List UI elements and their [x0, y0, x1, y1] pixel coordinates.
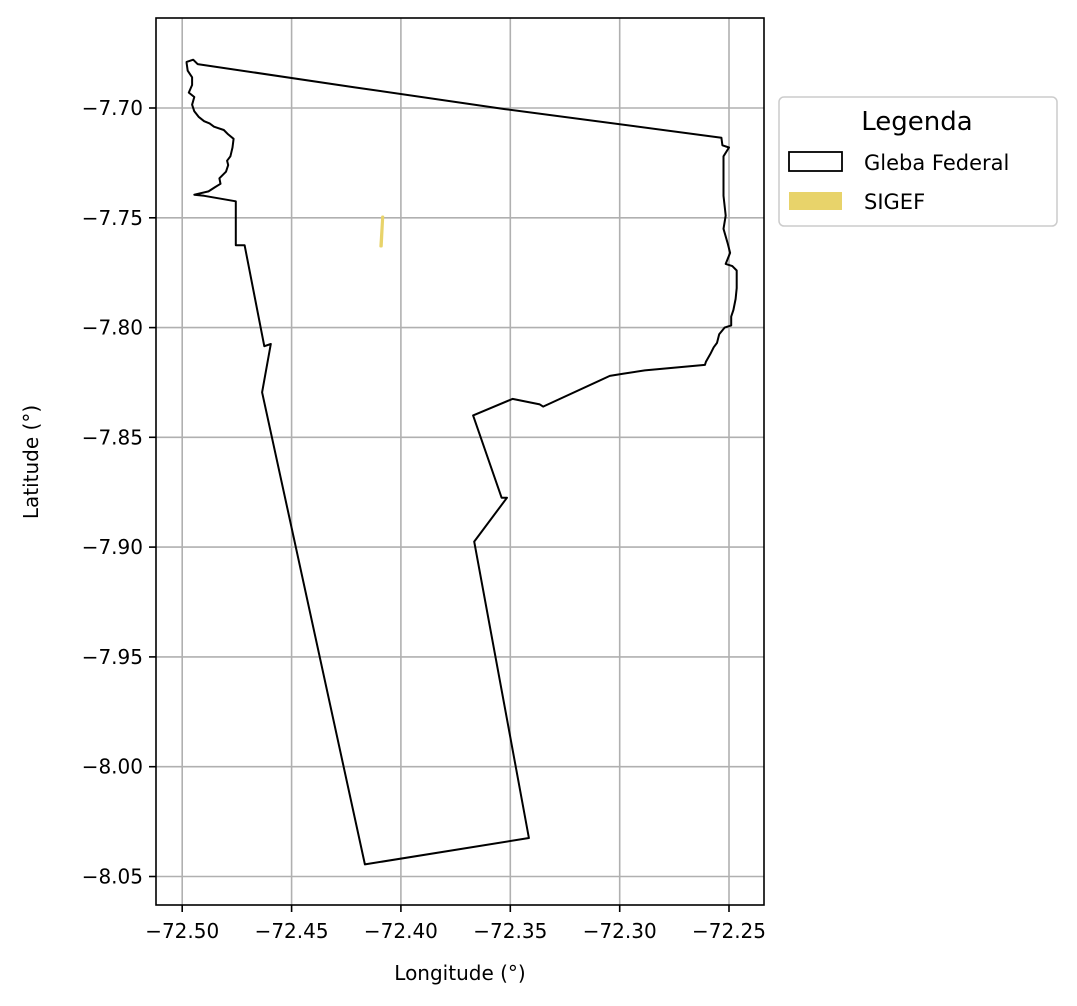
map-polygon-sigef	[379, 215, 385, 248]
ticks: −72.50 −72.45 −72.40 −72.35 −72.30 −72.25 −7.7…	[82, 96, 766, 943]
legend-box	[778, 96, 1058, 227]
legend-label-gleba-federal: Gleba Federal	[864, 151, 1009, 175]
legend-swatch-sigef	[789, 192, 842, 210]
grid	[156, 18, 764, 905]
y-tick-label: −7.80	[82, 316, 143, 340]
x-tick-label: −72.45	[255, 919, 329, 943]
plot-area	[156, 18, 764, 905]
y-tick-label: −8.05	[82, 865, 143, 889]
legend-title: Legenda	[861, 107, 972, 137]
x-axis-label: Longitude (°)	[394, 961, 525, 985]
legend-swatch-gleba-federal	[788, 151, 843, 172]
y-tick-label: −7.70	[82, 96, 143, 120]
x-tick-label: −72.40	[364, 919, 438, 943]
y-tick-label: −7.90	[82, 535, 143, 559]
y-tick-label: −8.00	[82, 755, 143, 779]
legend-label-sigef: SIGEF	[864, 190, 925, 214]
x-tick-label: −72.35	[473, 919, 547, 943]
x-tick-label: −72.30	[583, 919, 657, 943]
y-tick-label: −7.85	[82, 425, 143, 449]
x-tick-label: −72.25	[692, 919, 766, 943]
x-tick-label: −72.50	[145, 919, 219, 943]
y-tick-label: −7.95	[82, 645, 143, 669]
map-polygon-gleba-federal	[185, 58, 738, 866]
plot-frame	[155, 17, 765, 906]
y-tick-label: −7.75	[82, 206, 143, 230]
legend: Legenda Gleba Federal SIGEF	[778, 96, 1058, 227]
map-layers	[185, 58, 738, 866]
y-axis-label: Latitude (°)	[19, 405, 43, 519]
